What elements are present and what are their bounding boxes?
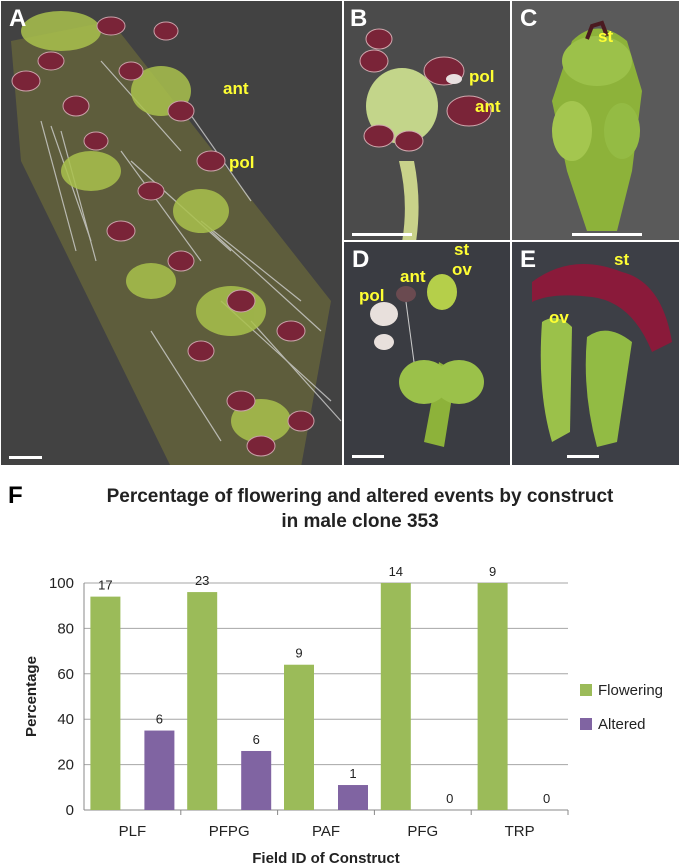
photo-panel-e: E st ov [511,241,680,466]
x-tick-label: TRP [505,823,535,840]
photo-panel-c: C st [511,0,680,241]
flower-illustration-d [344,242,510,465]
panel-letter-d: D [352,246,370,273]
x-tick-label: PFPG [209,823,250,840]
label-pollen: pol [469,67,495,86]
bar-altered [338,785,368,810]
scale-bar [352,233,412,236]
panel-letter-a: A [9,5,27,32]
chart-title-line-2: in male clone 353 [281,511,439,532]
data-label: 6 [253,732,260,747]
flower-illustration-c [512,1,679,240]
panel-letter-e: E [520,246,537,273]
data-label: 0 [543,791,550,806]
bar-flowering [187,592,218,810]
panel-letter-c: C [520,5,538,32]
photo-panel-b: B pol ant [343,0,511,241]
panel-letter-f: F [8,482,23,509]
y-tick-label: 80 [57,620,74,637]
label-ovary: ov [452,260,472,279]
y-tick-label: 100 [49,575,74,592]
label-anther: ant [223,79,249,98]
data-label: 9 [295,646,302,661]
y-tick-label: 20 [57,757,74,774]
panel-letter-b: B [350,5,368,32]
bar-chart: 0 20 40 60 80 100 PLF 17 6 PFPG 23 6 PAF 9 1 PFG 14 0 TRP 9… [23,564,663,867]
x-tick-label: PAF [312,823,340,840]
bar-flowering [477,583,508,810]
x-axis-title: Field ID of Construct [252,850,400,867]
y-axis-title: Percentage [23,656,40,737]
bar-altered [241,750,272,810]
scale-bar [352,455,384,458]
scale-bar [572,233,642,236]
bar-flowering [284,664,314,810]
scale-bar [9,456,42,459]
label-stigma: st [614,250,630,269]
label-stigma: st [454,241,470,259]
legend-swatch-altered [580,718,592,730]
y-tick-label: 0 [66,802,74,819]
data-label: 0 [446,791,453,806]
data-label: 1 [349,766,356,781]
bar-flowering [380,583,411,810]
label-ovary: ov [549,308,569,327]
catkin-illustration-a [1,1,342,465]
label-anther: ant [400,267,426,286]
legend-swatch-flowering [580,684,592,696]
data-label: 6 [156,712,163,727]
x-tick-label: PLF [119,823,147,840]
data-label: 23 [195,573,209,588]
x-tick-label: PFG [407,823,438,840]
legend-label-flowering: Flowering [598,682,663,699]
legend-label-altered: Altered [598,716,646,733]
photo-panel-a: A ant pol [0,0,343,466]
flower-illustration-b [344,1,510,240]
data-label: 9 [489,564,496,579]
label-pollen: pol [229,153,255,172]
photo-panel-d: D st ov ant pol [343,241,511,466]
chart-title-line-1: Percentage of flowering and altered even… [106,486,614,507]
label-stigma: st [598,27,614,46]
label-pollen: pol [359,286,385,305]
bar-flowering [90,596,121,810]
bar-altered [144,730,175,810]
flower-illustration-e [512,242,679,465]
data-label: 17 [98,578,112,593]
y-tick-label: 40 [57,711,74,728]
y-tick-label: 60 [57,666,74,683]
data-label: 14 [389,564,403,579]
label-anther: ant [475,97,501,116]
chart-title: Percentage of flowering and altered even… [60,484,660,534]
scale-bar [567,455,599,458]
